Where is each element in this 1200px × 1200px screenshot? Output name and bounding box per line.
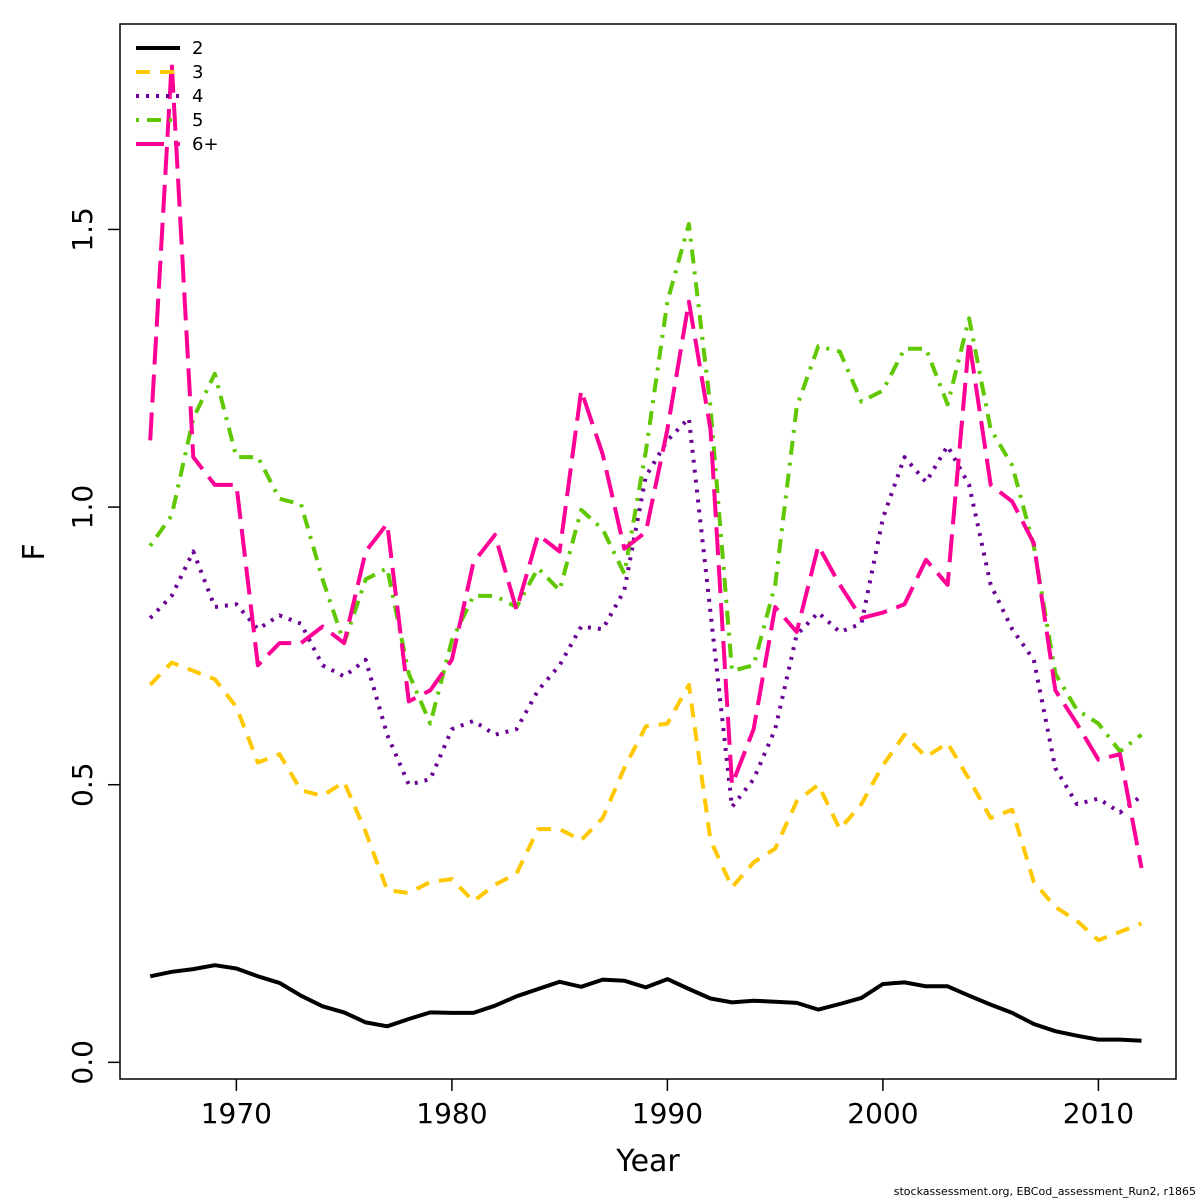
legend-label: 6+ xyxy=(192,134,219,155)
series-line-5 xyxy=(148,221,1143,754)
x-tick-label: 1980 xyxy=(416,1097,487,1130)
legend-label: 2 xyxy=(192,38,203,59)
y-tick-label: 0.0 xyxy=(66,1040,99,1085)
series-line-6plus xyxy=(148,60,1144,869)
plot-frame xyxy=(119,23,1177,1080)
legend-label: 4 xyxy=(192,86,203,107)
legend: 2 3 4 5 6+ xyxy=(136,38,219,155)
x-tick-label: 2000 xyxy=(847,1097,918,1130)
x-tick-label: 1990 xyxy=(632,1097,703,1130)
x-tick-label: 1970 xyxy=(201,1097,272,1130)
x-axis-title: Year xyxy=(615,1144,680,1179)
legend-label: 3 xyxy=(192,62,203,83)
y-axis-title: F xyxy=(17,543,52,560)
series-line-3 xyxy=(148,660,1143,943)
series-layer xyxy=(148,60,1144,1043)
x-axis: 1970 1980 1990 2000 2010 xyxy=(201,1079,1134,1130)
x-tick-label: 2010 xyxy=(1063,1097,1134,1130)
legend-label: 5 xyxy=(192,110,203,131)
y-axis: 0.0 0.5 1.0 1.5 xyxy=(66,207,120,1085)
y-tick-label: 0.5 xyxy=(66,762,99,807)
series-line-2 xyxy=(149,963,1142,1043)
series-line-4 xyxy=(148,416,1143,815)
footer-credit: stockassessment.org, EBCod_assessment_Ru… xyxy=(894,1185,1196,1198)
y-tick-label: 1.0 xyxy=(66,485,99,530)
y-tick-label: 1.5 xyxy=(66,207,99,252)
